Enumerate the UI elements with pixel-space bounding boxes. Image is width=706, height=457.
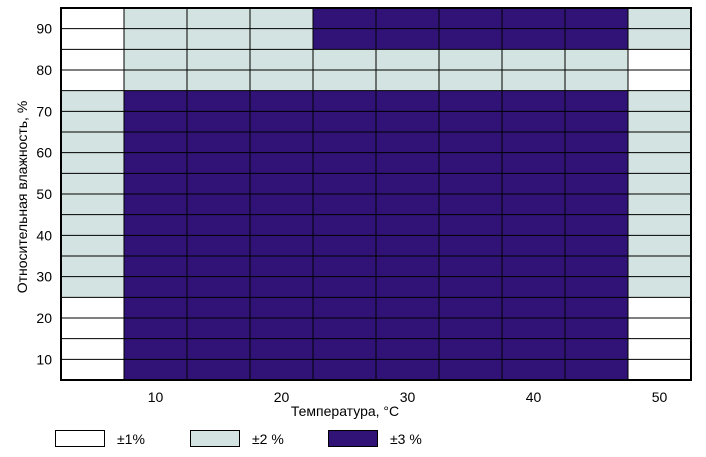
y-tick-label: 90 <box>36 21 52 37</box>
y-tick-label: 50 <box>36 186 52 202</box>
legend-label-3: ±3 % <box>390 431 422 447</box>
y-tick-labels: 90 80 70 60 50 40 30 20 10 <box>36 21 52 368</box>
y-tick-label: 20 <box>36 310 52 326</box>
chart-grid <box>61 8 691 380</box>
x-tick-label: 50 <box>652 389 668 405</box>
plot-frame <box>60 7 692 381</box>
y-tick-label: 80 <box>36 62 52 78</box>
x-tick-labels: 10 20 30 40 50 <box>148 389 668 405</box>
x-tick-label: 10 <box>148 389 164 405</box>
x-tick-label: 20 <box>274 389 290 405</box>
y-tick-label: 70 <box>36 103 52 119</box>
y-tick-label: 60 <box>36 145 52 161</box>
legend-label-1: ±1% <box>117 431 145 447</box>
legend-swatch-2 <box>190 430 240 447</box>
legend-swatch-3 <box>328 430 378 447</box>
chart: 10 20 30 40 50 90 80 70 60 50 40 30 20 10 Температур… <box>14 7 692 419</box>
legend-swatch-1 <box>55 430 105 447</box>
y-tick-label: 40 <box>36 227 52 243</box>
y-axis-label: Относительная влажность, % <box>14 101 30 294</box>
legend-label-2: ±2 % <box>252 431 284 447</box>
x-tick-label: 30 <box>400 389 416 405</box>
x-axis-label: Температура, °С <box>291 403 399 419</box>
legend: ±1% ±2 % ±3 % <box>0 429 706 451</box>
x-tick-label: 40 <box>526 389 542 405</box>
y-tick-label: 30 <box>36 269 52 285</box>
y-tick-label: 10 <box>36 351 52 367</box>
